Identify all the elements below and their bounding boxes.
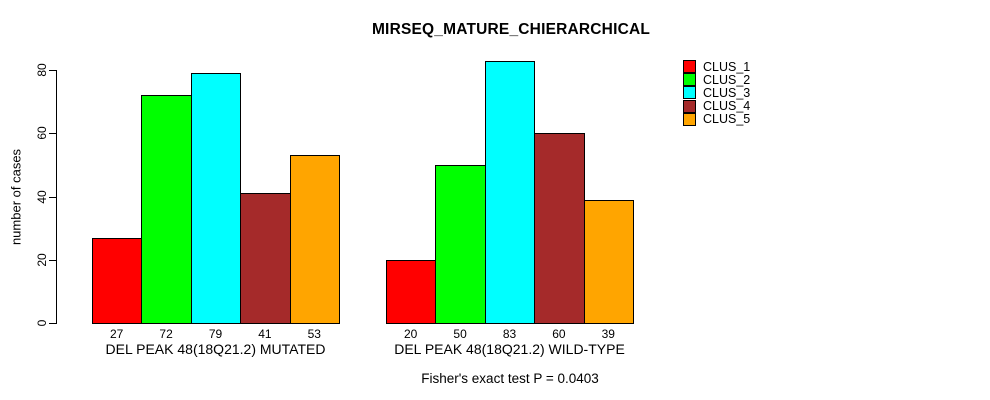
y-axis-line [56,70,57,324]
bar [289,155,340,324]
y-axis-tick [49,133,56,135]
bar [92,238,143,324]
legend: CLUS_1 CLUS_2 CLUS_3 CLUS_4 CLUS_5 [683,60,750,126]
legend-item: CLUS_3 [683,85,751,100]
chart-title: MIRSEQ_MATURE_CHIERARCHICAL [371,21,651,38]
bar [240,193,291,324]
y-axis-tick-label: 80 [35,63,49,77]
bar [583,200,634,324]
legend-label: CLUS_4 [703,99,751,114]
bar-value-label: 60 [552,327,566,341]
legend-item: CLUS_5 [683,112,751,127]
legend-swatch [683,86,696,100]
y-axis-tick [49,259,56,261]
caption: Fisher's exact test P = 0.0403 [421,371,599,386]
legend-label: CLUS_3 [703,85,751,100]
bar [484,61,536,324]
bar-value-label: 27 [110,327,124,341]
y-axis-tick-label: 20 [35,253,49,267]
legend-item: CLUS_4 [683,99,751,114]
legend-swatch [683,99,696,113]
bar-value-label: 39 [601,327,615,341]
bar [141,95,192,324]
bar [386,260,437,324]
legend-item: CLUS_2 [683,72,751,87]
bar-value-label: 83 [502,327,517,341]
bar [435,165,486,324]
group-label: DEL PEAK 48(18Q21.2) MUTATED [105,341,326,357]
legend-label: CLUS_2 [703,72,751,87]
y-axis-tick-label: 40 [35,189,49,204]
bar-value-label: 20 [404,327,418,341]
y-axis-tick [49,196,56,198]
y-axis-tick [49,70,56,71]
legend-label: CLUS_5 [703,112,751,127]
legend-item: CLUS_1 [683,59,751,74]
legend-swatch [683,73,696,87]
bar-value-label: 41 [258,327,272,341]
bar-value-label: 53 [307,327,321,341]
bar-value-label: 72 [159,327,173,341]
bar [534,133,585,324]
y-axis-tick-label: 0 [35,319,49,327]
bar-value-label: 50 [453,327,467,341]
legend-swatch [683,112,696,126]
legend-label: CLUS_1 [703,59,751,74]
bar [190,73,242,324]
y-axis-title: number of cases [8,148,24,246]
legend-swatch [683,60,696,74]
bar-value-label: 79 [208,327,223,341]
group-label: DEL PEAK 48(18Q21.2) WILD-TYPE [394,341,625,357]
y-axis-tick-label: 60 [35,126,49,140]
y-axis-tick [49,323,56,324]
